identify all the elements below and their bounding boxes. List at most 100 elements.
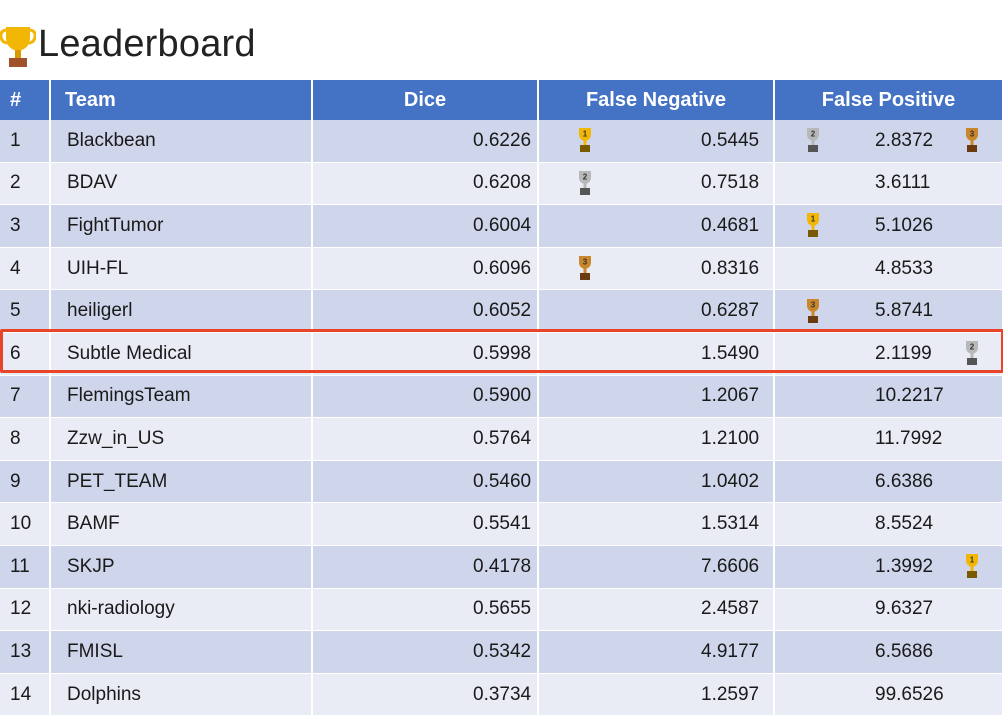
- false-positive-cell: 9.6327: [774, 588, 1003, 632]
- table-header-row: # Team Dice False Negative False Positiv…: [0, 80, 1003, 120]
- bronze-trophy-icon: 3: [576, 255, 594, 281]
- dice-cell-value: 0.5460: [473, 470, 532, 492]
- trophy-icon: [0, 27, 36, 67]
- table-row: 4 UIH-FL 0.6096 3 0.8316 4.8533: [0, 247, 1003, 291]
- team-cell: nki-radiology: [50, 588, 313, 632]
- false-positive-cell-value: 2.1199: [875, 342, 932, 364]
- dice-cell-value: 0.5342: [473, 640, 532, 662]
- table-row: 2 BDAV 0.6208 2 0.7518 3.6111: [0, 162, 1003, 206]
- false-negative-cell-value: 1.2100: [701, 427, 760, 449]
- header-false-negative: False Negative: [538, 80, 775, 120]
- false-negative-cell-value: 1.5490: [701, 342, 760, 364]
- false-positive-cell: 5.1026: [774, 204, 1003, 248]
- dice-cell-value: 0.4178: [473, 555, 532, 577]
- dice-cell: 0.5655: [312, 588, 539, 632]
- bronze-trophy-icon: 3: [804, 298, 822, 324]
- svg-text:3: 3: [970, 130, 975, 139]
- table-row: 3 FightTumor 0.6004 0.4681 1 5.1026: [0, 204, 1003, 248]
- false-negative-cell-value: 1.5314: [701, 513, 760, 535]
- page-title: Leaderboard: [0, 14, 256, 74]
- bronze-trophy-icon: 3: [963, 127, 981, 153]
- header-team: Team: [50, 80, 313, 120]
- false-negative-cell: 1.2067: [538, 375, 775, 419]
- svg-text:3: 3: [811, 300, 816, 309]
- dice-cell: 0.6052: [312, 289, 539, 333]
- team-cell: Subtle Medical: [50, 332, 313, 376]
- false-positive-cell-value: 11.7992: [875, 427, 943, 449]
- silver-trophy-icon: 2: [963, 340, 981, 366]
- dice-cell-value: 0.6226: [473, 129, 532, 151]
- header-false-positive: False Positive: [774, 80, 1003, 120]
- rank-cell: 9: [0, 460, 51, 504]
- dice-cell-value: 0.6052: [473, 300, 532, 322]
- false-negative-cell-value: 4.9177: [701, 640, 760, 662]
- dice-cell: 0.5541: [312, 502, 539, 546]
- false-negative-cell: 1.0402: [538, 460, 775, 504]
- dice-cell: 0.6226 1: [312, 120, 591, 163]
- false-positive-cell: 2.1199 2: [774, 332, 1003, 376]
- rank-cell: 3: [0, 204, 51, 248]
- rank-cell: 5: [0, 289, 51, 333]
- table-row: 9 PET_TEAM 0.5460 1.0402 6.6386: [0, 460, 1003, 504]
- team-cell: heiligerl: [50, 289, 313, 333]
- rank-cell: 1: [0, 120, 51, 163]
- false-positive-cell: 1.3992 1: [774, 545, 1003, 589]
- false-negative-cell-value: 0.8316: [701, 257, 760, 279]
- rank-cell: 14: [0, 673, 51, 716]
- rank-cell: 10: [0, 502, 51, 546]
- table-row: 7 FlemingsTeam 0.5900 1.2067 10.2217: [0, 375, 1003, 419]
- leaderboard-title: Leaderboard: [38, 22, 256, 65]
- dice-cell: 0.5764: [312, 417, 539, 461]
- rank-cell: 8: [0, 417, 51, 461]
- dice-cell: 0.6096 3: [312, 247, 591, 291]
- dice-cell-value: 0.6004: [473, 214, 532, 236]
- dice-cell: 0.5460: [312, 460, 539, 504]
- svg-text:1: 1: [583, 130, 588, 139]
- table-row: 13 FMISL 0.5342 4.9177 6.5686: [0, 630, 1003, 674]
- dice-cell: 0.6004: [312, 204, 539, 248]
- rank-cell: 2: [0, 162, 51, 206]
- false-positive-cell-value: 2.8372: [875, 129, 934, 151]
- table-row: 5 heiligerl 0.6052 0.6287 3 5.8741: [0, 289, 1003, 333]
- gold-trophy-icon: 1: [963, 553, 981, 579]
- table-row: 8 Zzw_in_US 0.5764 1.2100 11.7992: [0, 417, 1003, 461]
- false-positive-cell-value: 5.1026: [875, 214, 934, 236]
- false-positive-cell: 2.8372 3: [774, 120, 1003, 163]
- false-negative-cell: 1.5314: [538, 502, 775, 546]
- svg-text:3: 3: [583, 258, 588, 267]
- team-cell: Dolphins: [50, 673, 313, 716]
- header-rank: #: [0, 80, 51, 120]
- false-positive-cell-value: 5.8741: [875, 300, 934, 322]
- false-negative-cell-value: 0.4681: [701, 214, 760, 236]
- table-row: 1 Blackbean 0.6226 1 0.5445 2 2.8372 3: [0, 120, 1003, 163]
- dice-cell: 0.5900: [312, 375, 539, 419]
- false-negative-cell: 1.2597: [538, 673, 775, 716]
- leaderboard-table: # Team Dice False Negative False Positiv…: [0, 80, 1003, 716]
- false-negative-cell-value: 0.6287: [701, 300, 760, 322]
- false-positive-cell-value: 6.5686: [875, 640, 934, 662]
- table-row: 11 SKJP 0.4178 7.6606 1.3992 1: [0, 545, 1003, 589]
- table-row: 10 BAMF 0.5541 1.5314 8.5524: [0, 502, 1003, 546]
- false-negative-cell: 0.6287 3: [538, 289, 819, 333]
- dice-cell: 0.3734: [312, 673, 539, 716]
- dice-cell-value: 0.6096: [473, 257, 532, 279]
- team-cell: FightTumor: [50, 204, 313, 248]
- false-positive-cell: 3.6111: [774, 162, 1003, 206]
- false-negative-cell: 1.2100: [538, 417, 775, 461]
- team-cell: BAMF: [50, 502, 313, 546]
- false-positive-cell: 8.5524: [774, 502, 1003, 546]
- false-positive-cell-value: 9.6327: [875, 598, 934, 620]
- false-positive-cell: 99.6526: [774, 673, 1003, 716]
- rank-cell: 12: [0, 588, 51, 632]
- team-cell: Zzw_in_US: [50, 417, 313, 461]
- false-positive-cell: 4.8533: [774, 247, 1003, 291]
- silver-trophy-icon: 2: [576, 170, 594, 196]
- silver-trophy-icon: 2: [804, 127, 822, 153]
- rank-cell: 13: [0, 630, 51, 674]
- team-cell: BDAV: [50, 162, 313, 206]
- false-positive-cell-value: 10.2217: [875, 385, 944, 407]
- gold-trophy-icon: 1: [804, 212, 822, 238]
- false-positive-cell: 6.5686: [774, 630, 1003, 674]
- svg-text:1: 1: [970, 556, 975, 565]
- rank-cell: 7: [0, 375, 51, 419]
